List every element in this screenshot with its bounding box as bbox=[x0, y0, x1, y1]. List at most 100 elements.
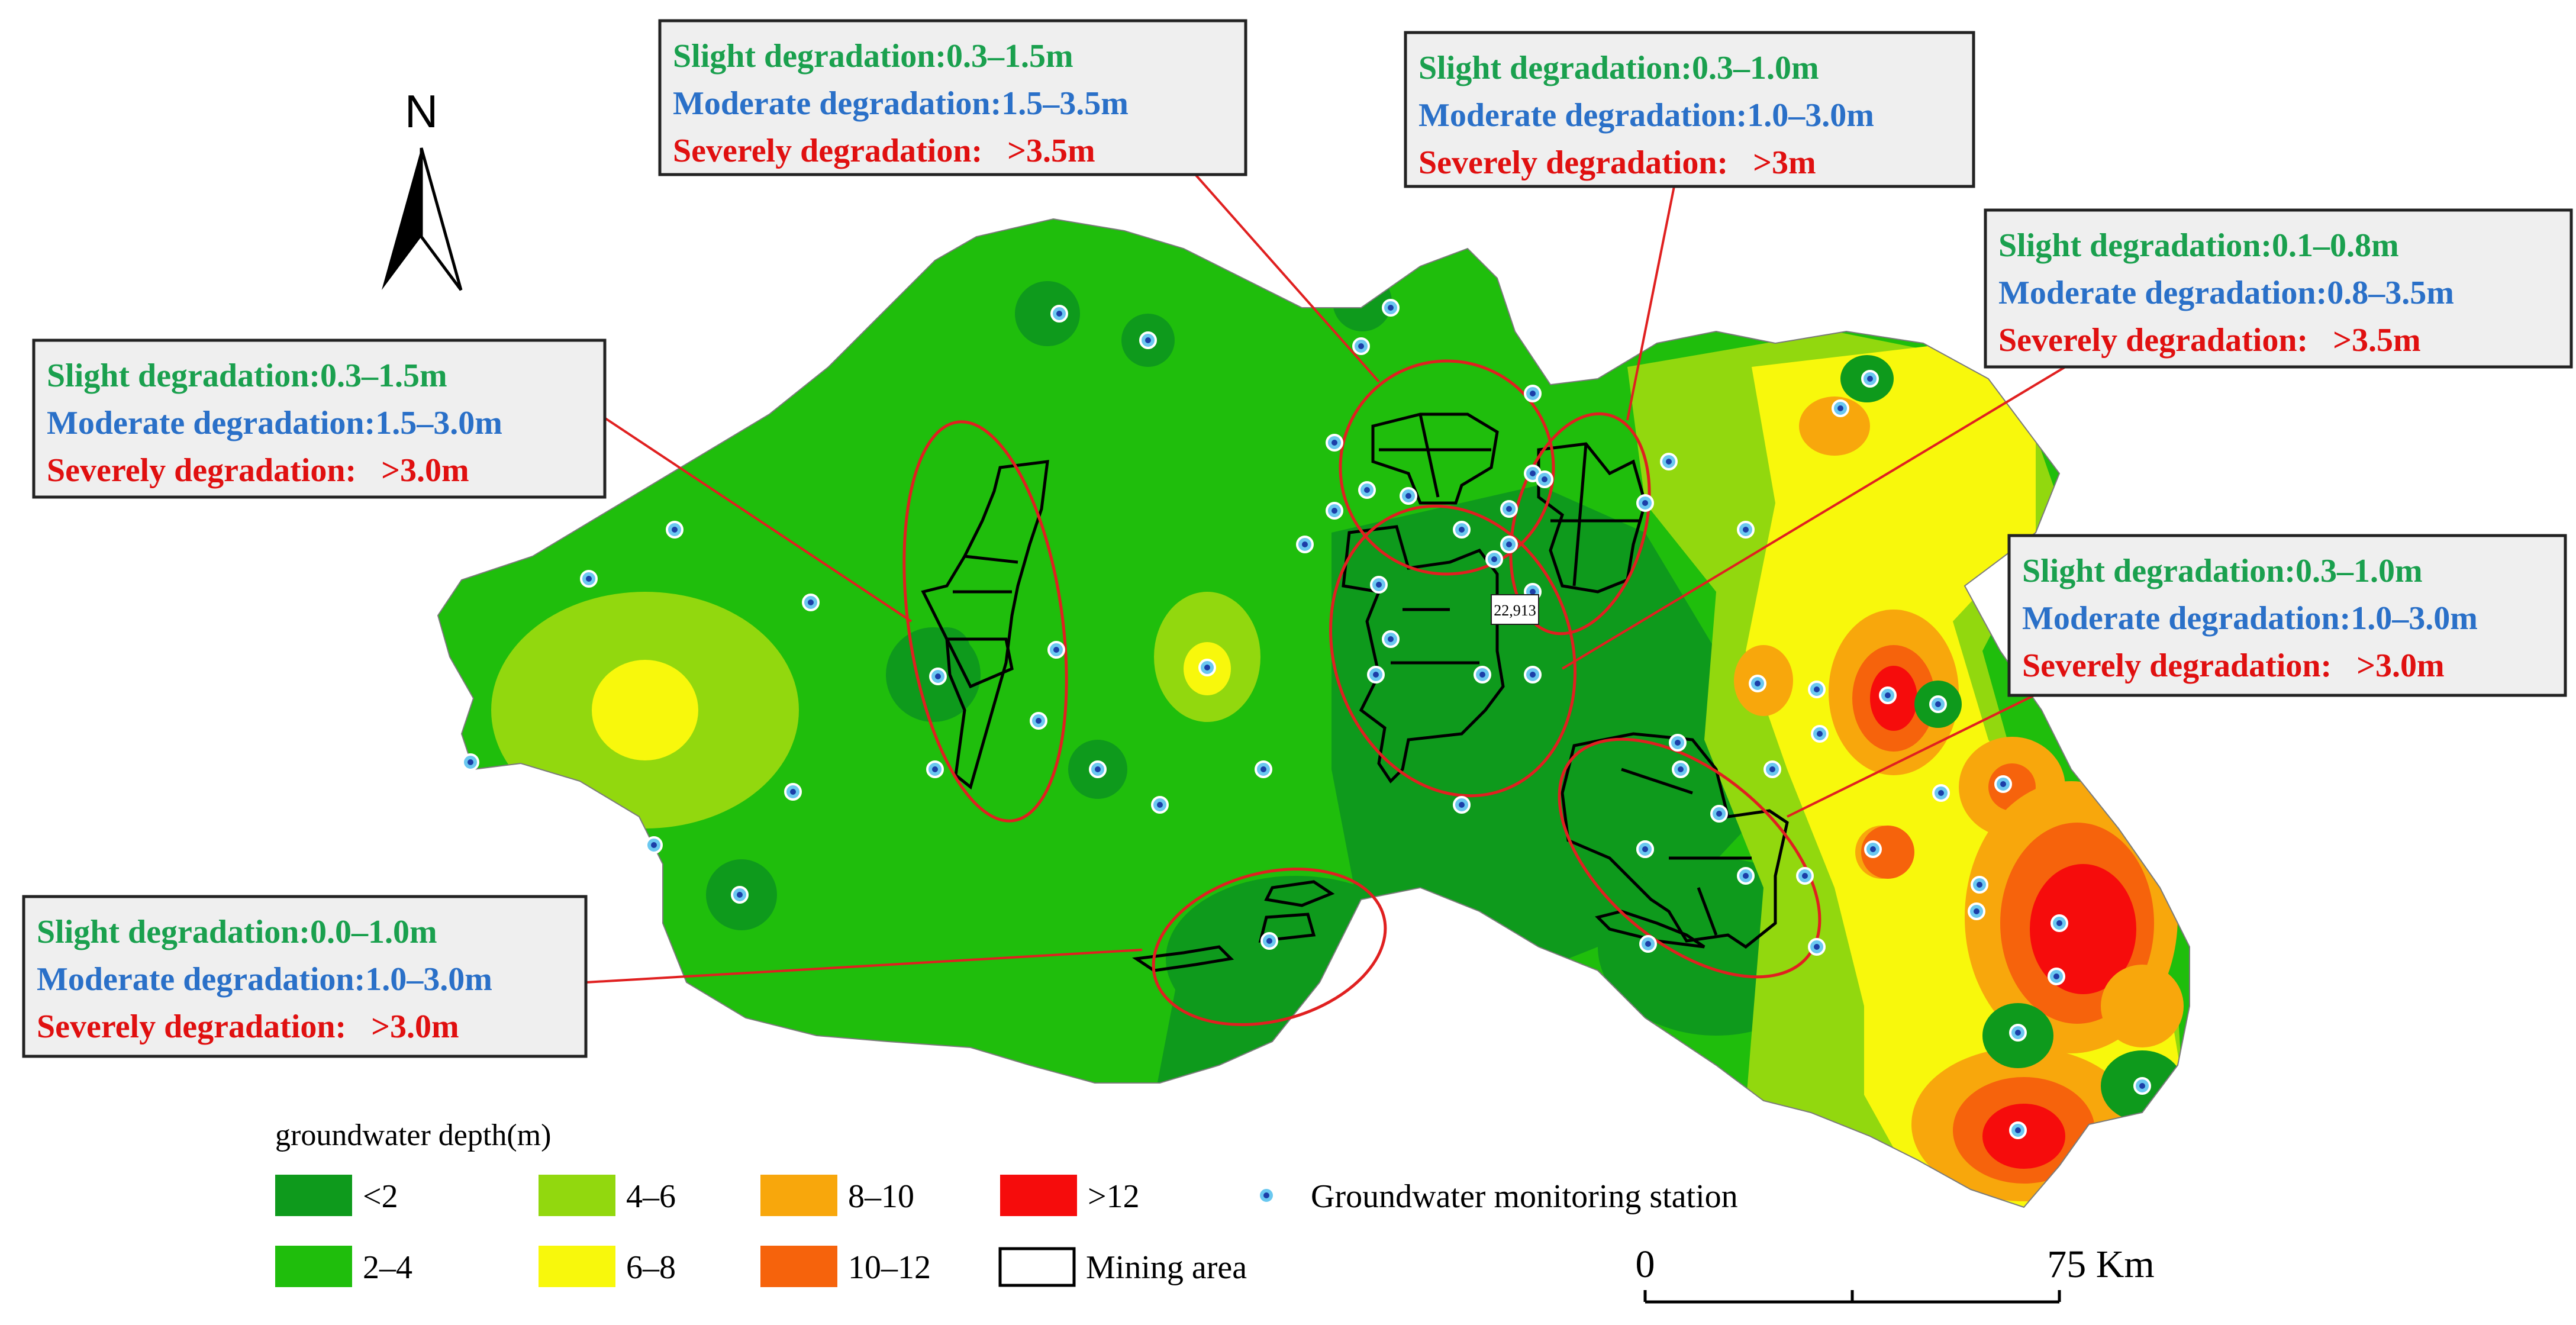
legend-class-label: 8–10 bbox=[848, 1178, 914, 1215]
monitoring-station-core bbox=[1405, 493, 1411, 499]
annotation-box-frame bbox=[1404, 31, 1975, 188]
legend-class-label: 2–4 bbox=[363, 1249, 412, 1286]
annotation-box-frame bbox=[2007, 534, 2567, 697]
annotation-slight: Slight degradation:0.3–1.0m bbox=[2022, 553, 2423, 589]
monitoring-station-core bbox=[1459, 802, 1465, 808]
annotation-box-frame bbox=[32, 338, 607, 499]
annotation-severe: Severely degradation: >3m bbox=[1418, 144, 1816, 181]
monitoring-station-core bbox=[1837, 405, 1843, 411]
annotation-box-6: Slight degradation:0.0–1.0m Moderate degr… bbox=[22, 895, 588, 1058]
mining-area bbox=[921, 460, 1049, 790]
monitoring-station-core bbox=[1530, 672, 1536, 678]
mining-area bbox=[1595, 910, 1705, 949]
monitoring-station-core bbox=[808, 599, 814, 605]
annotation-severe: Severely degradation: >3.0m bbox=[37, 1008, 459, 1045]
annotation-box-2: Slight degradation:0.3–1.0m Moderate degr… bbox=[1404, 31, 1975, 188]
annotation-moderate: Moderate degradation:1.0–3.0m bbox=[2022, 600, 2478, 637]
monitoring-station-core bbox=[1095, 766, 1101, 772]
monitoring-station-core bbox=[932, 766, 938, 772]
mining-area bbox=[1550, 443, 1639, 586]
monitoring-station-core bbox=[651, 842, 657, 848]
legend-class-label: 4–6 bbox=[626, 1178, 676, 1215]
monitoring-station-core bbox=[1388, 636, 1394, 642]
monitoring-station-core bbox=[1542, 476, 1547, 482]
monitoring-station-core bbox=[1157, 802, 1163, 808]
monitoring-station-core bbox=[1645, 941, 1651, 947]
zone-8-10-h bbox=[2101, 965, 2184, 1047]
mining-area bbox=[1371, 412, 1499, 505]
annotation-boxes: Slight degradation:0.3–1.5m Moderate degr… bbox=[22, 19, 2573, 1058]
monitoring-station-core bbox=[2000, 781, 2006, 787]
monitoring-station-core bbox=[1331, 440, 1337, 446]
annotation-slight: Slight degradation:0.3–1.5m bbox=[47, 357, 447, 394]
monitoring-station-core bbox=[1802, 873, 1808, 879]
zone-8-10-f bbox=[1799, 396, 1870, 456]
monitoring-station-core bbox=[586, 576, 592, 582]
depth-surface bbox=[437, 218, 2190, 1208]
legend-swatch bbox=[760, 1175, 837, 1216]
monitoring-station-core bbox=[1642, 846, 1648, 852]
annotation-box-3: Slight degradation:0.1–0.8m Moderate degr… bbox=[1984, 208, 2573, 369]
map-value-label-box bbox=[1491, 594, 1539, 625]
annotation-severe: Severely degradation: >3.5m bbox=[1998, 322, 2421, 359]
legend-title: groundwater depth(m) bbox=[275, 1118, 551, 1152]
monitoring-station-core bbox=[1364, 487, 1370, 493]
monitoring-station-core bbox=[1716, 811, 1722, 817]
mining-area bbox=[1258, 913, 1316, 943]
north-arrow-right-icon bbox=[420, 147, 463, 291]
impact-circles bbox=[902, 359, 1821, 1026]
annotation-box-frame bbox=[658, 19, 1247, 176]
monitoring-station-core bbox=[1479, 672, 1485, 678]
monitoring-station-core bbox=[2053, 973, 2059, 979]
annotation-moderate: Moderate degradation:1.0–3.0m bbox=[37, 961, 492, 998]
zone-10-12-g bbox=[1861, 826, 1914, 879]
monitoring-station-core bbox=[1814, 686, 1820, 692]
legend-class-label: >12 bbox=[1088, 1178, 1140, 1215]
monitoring-station-core bbox=[1036, 718, 1042, 724]
legend-mining-label: Mining area bbox=[1086, 1249, 1247, 1286]
mining-areas bbox=[921, 412, 1789, 972]
north-arrow: N bbox=[382, 85, 463, 291]
monitoring-station-core bbox=[737, 892, 743, 898]
monitoring-station-core bbox=[1530, 391, 1536, 396]
region-boundary bbox=[437, 218, 2190, 1208]
legend-swatch bbox=[539, 1246, 615, 1287]
monitoring-station-core bbox=[1755, 681, 1761, 686]
monitoring-station-core bbox=[1459, 527, 1465, 533]
annotation-moderate: Moderate degradation:1.5–3.5m bbox=[673, 85, 1129, 122]
impact-circle bbox=[1339, 359, 1555, 576]
impact-circle bbox=[902, 420, 1068, 823]
monitoring-station-core bbox=[2015, 1127, 2021, 1133]
monitoring-station-core bbox=[672, 527, 678, 533]
annotation-box-1: Slight degradation:0.3–1.5m Moderate degr… bbox=[658, 19, 1247, 176]
north-arrow-icon bbox=[382, 148, 421, 290]
monitoring-station-core bbox=[1530, 589, 1536, 595]
monitoring-station-core bbox=[1977, 882, 1982, 888]
legend-class-label: 10–12 bbox=[848, 1249, 931, 1286]
annotation-slight: Slight degradation:0.3–1.5m bbox=[673, 38, 1073, 75]
zone-gt12-c bbox=[2030, 864, 2136, 994]
mining-area bbox=[1379, 414, 1491, 498]
monitoring-station-core bbox=[1974, 908, 1979, 914]
annotation-severe: Severely degradation: >3.0m bbox=[2022, 647, 2445, 684]
monitoring-station-core bbox=[1675, 740, 1681, 746]
annotation-moderate: Moderate degradation:1.5–3.0m bbox=[47, 405, 502, 441]
annotation-slight: Slight degradation:0.3–1.0m bbox=[1418, 50, 1819, 86]
impact-circle bbox=[1152, 868, 1387, 1026]
mining-area bbox=[1621, 768, 1752, 936]
leader-line bbox=[1194, 173, 1380, 383]
monitoring-station-core bbox=[1814, 944, 1820, 950]
monitoring-station-core bbox=[1145, 337, 1151, 343]
legend-class-label: <2 bbox=[363, 1178, 398, 1215]
monitoring-station-core bbox=[1642, 500, 1648, 506]
legend-swatch bbox=[275, 1175, 352, 1216]
monitoring-station-core bbox=[1743, 527, 1749, 533]
annotation-severe: Severely degradation: >3.0m bbox=[47, 452, 469, 489]
monitoring-station-core bbox=[1743, 873, 1749, 879]
monitoring-station-core bbox=[1266, 938, 1272, 944]
monitoring-station-core bbox=[1358, 343, 1364, 349]
monitoring-station-core bbox=[1302, 541, 1308, 547]
monitoring-station-core bbox=[1769, 766, 1775, 772]
monitoring-station-core bbox=[1053, 647, 1059, 653]
